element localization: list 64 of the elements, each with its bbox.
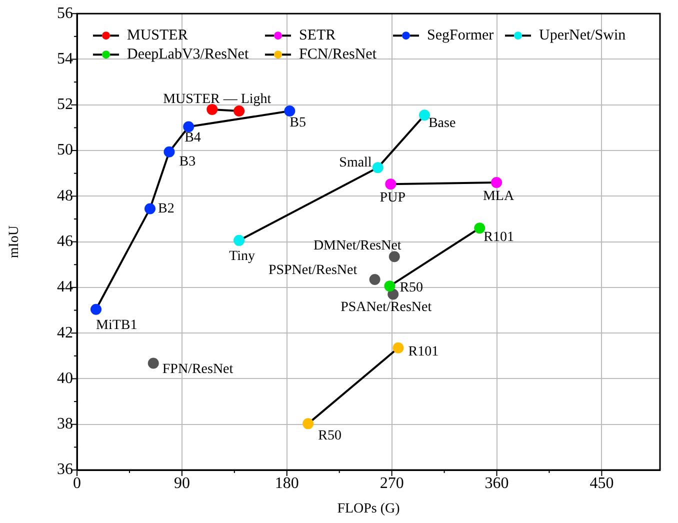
annotation: R50 xyxy=(400,280,424,296)
annotation: R50 xyxy=(318,428,342,444)
x-tick-label: 0 xyxy=(73,474,81,492)
x-tick-label: 450 xyxy=(590,474,614,492)
y-tick-label: 50 xyxy=(57,142,73,159)
point xyxy=(302,418,314,430)
point xyxy=(388,251,400,262)
annotation: Base xyxy=(428,116,456,131)
x-tick-label: 180 xyxy=(274,474,299,492)
point xyxy=(369,274,380,285)
x-axis-title: FLOPs (G) xyxy=(337,501,400,516)
x-tick-label: 270 xyxy=(380,474,404,492)
point xyxy=(385,178,396,190)
point xyxy=(234,234,245,246)
y-tick-label: 38 xyxy=(57,416,73,433)
annotation: R101 xyxy=(484,230,514,245)
annotation: B4 xyxy=(184,130,201,146)
y-axis-title: mIoU xyxy=(7,225,22,258)
annotation: B3 xyxy=(179,154,196,170)
annotation: Small xyxy=(339,155,372,170)
point xyxy=(284,106,296,117)
annotation: PUP xyxy=(380,190,406,206)
point xyxy=(144,203,156,214)
legend-label: UperNet/Swin xyxy=(539,28,626,44)
annotation: DMNet/ResNet xyxy=(313,238,402,254)
y-tick-label: 56 xyxy=(57,4,73,22)
x-tick-label: 360 xyxy=(484,474,509,492)
annotation: PSANet/ResNet xyxy=(340,300,432,315)
point xyxy=(418,110,430,121)
annotation: PSPNet/ResNet xyxy=(268,263,358,278)
annotation: B2 xyxy=(158,201,174,216)
annotation: B5 xyxy=(290,116,306,131)
point xyxy=(372,162,384,174)
y-tick-label: 48 xyxy=(57,187,73,204)
annotation: FPN/ResNet xyxy=(162,362,234,377)
annotation: MiTB1 xyxy=(96,318,138,334)
annotation: MUSTER — Light xyxy=(163,92,272,108)
legend-label: SETR xyxy=(299,28,336,44)
point xyxy=(384,280,396,292)
point xyxy=(392,342,404,354)
y-tick-label: 44 xyxy=(57,278,73,296)
annotation: MLA xyxy=(482,189,515,204)
point xyxy=(388,288,399,300)
legend-label: DeepLabV3/ResNet xyxy=(127,46,250,63)
point xyxy=(491,176,502,188)
point xyxy=(90,304,102,315)
y-tick-label: 54 xyxy=(57,50,73,68)
point xyxy=(234,106,245,117)
point xyxy=(148,358,159,369)
y-tick-label: 46 xyxy=(57,233,73,250)
annotation: Tiny xyxy=(229,249,256,264)
y-tick-label: 52 xyxy=(57,96,73,114)
y-tick-label: 42 xyxy=(57,324,73,342)
annotation: R101 xyxy=(408,344,439,360)
y-tick-label: 36 xyxy=(57,461,73,478)
legend-label: SegFormer xyxy=(427,28,494,44)
y-tick-label: 40 xyxy=(57,370,73,387)
point xyxy=(164,146,175,158)
point xyxy=(474,222,486,234)
legend-label: FCN/ResNet xyxy=(299,46,378,63)
point xyxy=(183,121,194,132)
x-tick-label: 90 xyxy=(174,474,190,492)
point xyxy=(206,104,218,115)
legend-label: MUSTER xyxy=(127,28,188,44)
